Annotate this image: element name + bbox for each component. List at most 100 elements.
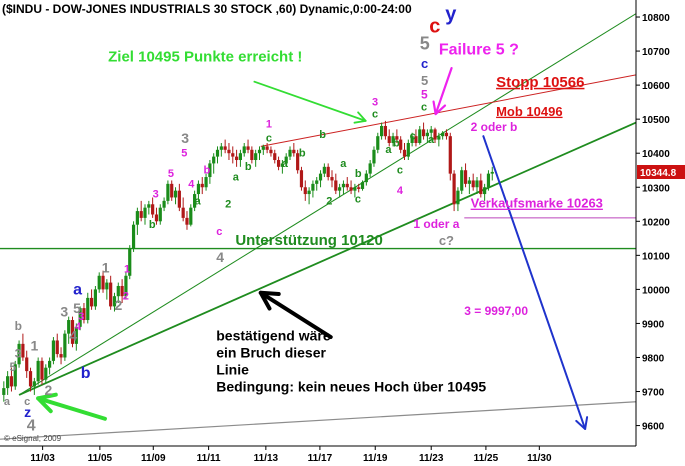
annotation-label: c [421,56,428,71]
annotation-label: 4 [69,327,77,343]
candle-body [250,149,254,161]
candle-body [185,217,189,225]
candle [315,177,319,191]
candle [63,330,67,361]
candle [448,132,452,181]
candle-body [410,136,414,143]
candle-body [479,180,483,195]
candle [475,177,479,195]
candle [254,149,258,167]
candle-body [441,132,445,137]
candle-body [238,153,243,161]
annotation-label: 1 [31,338,39,354]
candle [162,197,166,212]
candle [246,139,250,154]
candle-body [55,340,59,355]
candle-body [9,376,14,387]
y-tick-label: 10000 [642,285,670,296]
candle [231,146,235,164]
candle [311,180,315,198]
candle-body [292,149,296,154]
candle-body [456,190,460,205]
candle-body [105,282,109,290]
candle-body [376,136,380,150]
candle [147,200,151,215]
annotation-label: c [429,15,440,37]
candle [128,245,132,280]
annotation-label: c [355,194,361,206]
candle [2,381,6,402]
candle [242,142,246,157]
lower-gray-line [0,401,637,440]
candle [215,146,220,164]
candle [67,316,71,344]
projection-arrow-shaft [482,135,587,430]
candle [376,132,380,154]
candle [101,270,105,293]
candles [2,120,494,402]
candle [55,333,59,358]
annotation-label: Mob 10496 [496,104,562,119]
candle [338,183,342,198]
candle-body [93,289,97,307]
candle [6,371,10,395]
candle-body [299,170,304,188]
candle [429,125,433,140]
candle-body [326,166,330,178]
candle-body [471,180,475,188]
annotation-label: 3 [153,188,159,200]
candle-body [48,360,52,368]
candle [387,129,391,147]
copyright-text: © eSignal, 2009 [4,434,62,443]
y-tick-label: 9800 [642,353,665,364]
x-tick-label: 11/03 [30,453,55,464]
annotation-label: c [266,132,272,144]
failure-arrow-shaft [434,66,453,116]
candle [433,127,437,143]
candle-body [28,371,33,387]
candle-body [177,190,181,208]
candle-body [311,183,315,191]
candle [21,333,25,361]
candle [158,204,162,225]
candle [59,347,63,365]
candle-body [231,153,235,157]
candle-body [254,153,258,161]
annotation-label: 5 [421,73,428,88]
x-tick-label: 11/17 [308,453,333,464]
candle [322,163,326,178]
candle [166,180,170,205]
annotation-label: ein Bruch dieser [216,344,326,360]
candle-body [421,129,426,137]
candle [185,211,189,230]
candle-body [13,364,17,387]
annotation-label: 5 [10,360,17,374]
candle [32,377,36,395]
annotation-label: Stopp 10566 [496,74,584,91]
candle-body [296,153,300,171]
candle-body [338,187,342,191]
candle-body [166,183,170,201]
candle [51,337,56,365]
candle [139,200,143,222]
candle [421,122,426,140]
candle-body [63,333,67,358]
candle-body [395,136,399,140]
failure-arrow-head [432,100,447,116]
candle-body [120,285,124,297]
annotation-label: 3 = 9997,00 [464,304,528,318]
candle [490,166,494,181]
resistance-line [260,74,637,147]
y-tick-label: 10100 [642,251,670,262]
candle-body [483,187,487,195]
candle [364,170,368,186]
candle [17,340,21,368]
annotation-label: b [149,219,156,231]
y-tick-label: 10200 [642,217,670,228]
annotations: Ziel 10495 Punkte erreicht ! Failure 5 ? S… [4,3,603,434]
candle [353,183,357,198]
annotation-label: 1 [102,259,110,275]
annotation-label: c [421,102,427,114]
candle [357,183,361,193]
target-arrow-head [353,111,367,124]
